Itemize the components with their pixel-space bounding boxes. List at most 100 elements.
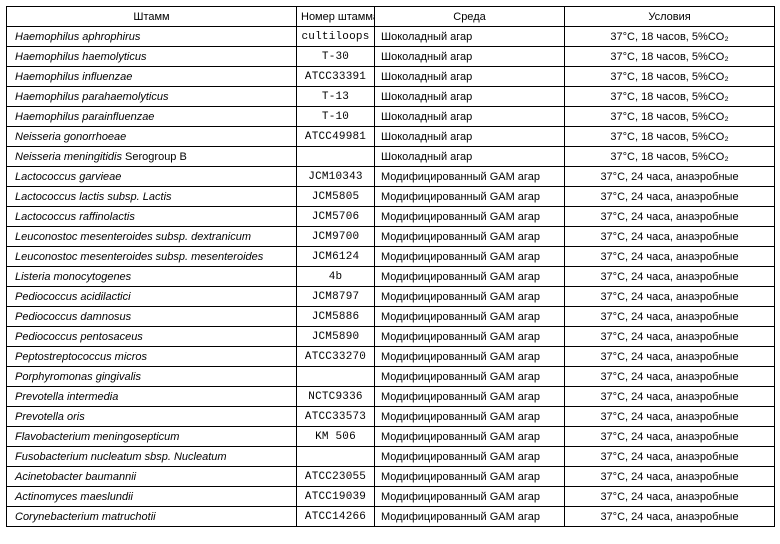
cell-number: JCM9700 (297, 227, 375, 247)
cell-strain: Acinetobacter baumannii (7, 467, 297, 487)
cell-strain: Neisseria gonorrhoeae (7, 127, 297, 147)
table-row: Haemophilus haemolyticusT-30Шоколадный а… (7, 47, 775, 67)
cell-strain: Prevotella oris (7, 407, 297, 427)
table-header-row: Штамм Номер штамма Среда Условия (7, 7, 775, 27)
cell-strain: Pediococcus pentosaceus (7, 327, 297, 347)
table-row: Lactococcus lactis subsp. LactisJCM5805М… (7, 187, 775, 207)
cell-medium: Модифицированный GAM агар (375, 267, 565, 287)
table-row: Actinomyces maeslundiiATCC19039Модифицир… (7, 487, 775, 507)
table-row: Porphyromonas gingivalis Модифицированный… (7, 367, 775, 387)
table-row: Flavobacterium meningosepticumKM 506Моди… (7, 427, 775, 447)
cell-number: cultiloops (297, 27, 375, 47)
table-row: Neisseria gonorrhoeaeATCC49981Шоколадный… (7, 127, 775, 147)
cell-number: JCM10343 (297, 167, 375, 187)
cell-number: T-13 (297, 87, 375, 107)
cell-cond: 37°C, 24 часа, анаэробные (565, 367, 775, 387)
cell-strain: Pediococcus damnosus (7, 307, 297, 327)
cell-cond: 37°C, 18 часов, 5%CO₂ (565, 127, 775, 147)
cell-number (297, 147, 375, 167)
table-row: Pediococcus damnosusJCM5886Модифицирован… (7, 307, 775, 327)
cell-cond: 37°C, 24 часа, анаэробные (565, 267, 775, 287)
table-row: Lactococcus raffinolactisJCM5706Модифици… (7, 207, 775, 227)
cell-strain: Prevotella intermedia (7, 387, 297, 407)
table-row: Haemophilus parahaemolyticusT-13Шоколадн… (7, 87, 775, 107)
cell-strain: Corynebacterium matruchotii (7, 507, 297, 527)
cell-cond: 37°C, 24 часа, анаэробные (565, 447, 775, 467)
cell-cond: 37°C, 24 часа, анаэробные (565, 287, 775, 307)
cell-cond: 37°C, 24 часа, анаэробные (565, 327, 775, 347)
cell-number: ATCC33270 (297, 347, 375, 367)
cell-medium: Модифицированный GAM агар (375, 407, 565, 427)
cell-number: T-30 (297, 47, 375, 67)
cell-cond: 37°C, 18 часов, 5%CO₂ (565, 87, 775, 107)
cell-medium: Модифицированный GAM агар (375, 387, 565, 407)
cell-cond: 37°C, 24 часа, анаэробные (565, 307, 775, 327)
cell-medium: Модифицированный GAM агар (375, 487, 565, 507)
cell-number: ATCC33391 (297, 67, 375, 87)
cell-medium: Модифицированный GAM агар (375, 227, 565, 247)
table-row: Listeria monocytogenes4bМодифицированный… (7, 267, 775, 287)
cell-strain: Leuconostoc mesenteroides subsp. mesente… (7, 247, 297, 267)
table-row: Leuconostoc mesenteroides subsp. mesente… (7, 247, 775, 267)
cell-strain: Flavobacterium meningosepticum (7, 427, 297, 447)
cell-number: ATCC49981 (297, 127, 375, 147)
cell-cond: 37°C, 18 часов, 5%CO₂ (565, 147, 775, 167)
table-row: Corynebacterium matruchotiiATCC14266Моди… (7, 507, 775, 527)
cell-strain: Actinomyces maeslundii (7, 487, 297, 507)
cell-medium: Модифицированный GAM агар (375, 347, 565, 367)
cell-medium: Шоколадный агар (375, 27, 565, 47)
table-row: Peptostreptococcus microsATCC33270Модифи… (7, 347, 775, 367)
cell-cond: 37°C, 24 часа, анаэробные (565, 227, 775, 247)
cell-strain: Peptostreptococcus micros (7, 347, 297, 367)
strain-table: Штамм Номер штамма Среда Условия Haemoph… (6, 6, 775, 527)
cell-medium: Шоколадный агар (375, 67, 565, 87)
cell-strain: Neisseria meningitidis Serogroup B (7, 147, 297, 167)
cell-medium: Модифицированный GAM агар (375, 167, 565, 187)
cell-medium: Модифицированный GAM агар (375, 287, 565, 307)
cell-number: 4b (297, 267, 375, 287)
table-row: Acinetobacter baumanniiATCC23055Модифици… (7, 467, 775, 487)
cell-medium: Шоколадный агар (375, 47, 565, 67)
cell-strain: Porphyromonas gingivalis (7, 367, 297, 387)
cell-cond: 37°C, 24 часа, анаэробные (565, 427, 775, 447)
cell-number: KM 506 (297, 427, 375, 447)
cell-medium: Модифицированный GAM агар (375, 247, 565, 267)
cell-cond: 37°C, 24 часа, анаэробные (565, 407, 775, 427)
cell-cond: 37°C, 24 часа, анаэробные (565, 467, 775, 487)
cell-strain: Haemophilus parahaemolyticus (7, 87, 297, 107)
cell-cond: 37°C, 24 часа, анаэробные (565, 187, 775, 207)
cell-strain: Lactococcus lactis subsp. Lactis (7, 187, 297, 207)
col-header-number: Номер штамма (297, 7, 375, 27)
col-header-cond: Условия (565, 7, 775, 27)
cell-medium: Модифицированный GAM агар (375, 447, 565, 467)
cell-number (297, 367, 375, 387)
cell-medium: Шоколадный агар (375, 147, 565, 167)
cell-cond: 37°C, 24 часа, анаэробные (565, 207, 775, 227)
table-row: Pediococcus pentosaceusJCM5890Модифициро… (7, 327, 775, 347)
cell-number: NCTC9336 (297, 387, 375, 407)
table-row: Leuconostoc mesenteroides subsp. dextran… (7, 227, 775, 247)
cell-cond: 37°C, 24 часа, анаэробные (565, 347, 775, 367)
table-row: Prevotella orisATCC33573Модифицированный… (7, 407, 775, 427)
table-row: Pediococcus acidilacticiJCM8797Модифицир… (7, 287, 775, 307)
cell-number: JCM5706 (297, 207, 375, 227)
cell-cond: 37°C, 18 часов, 5%CO₂ (565, 107, 775, 127)
cell-number: ATCC33573 (297, 407, 375, 427)
cell-cond: 37°C, 18 часов, 5%CO₂ (565, 47, 775, 67)
cell-medium: Модифицированный GAM агар (375, 207, 565, 227)
cell-medium: Модифицированный GAM агар (375, 367, 565, 387)
cell-medium: Модифицированный GAM агар (375, 427, 565, 447)
cell-medium: Модифицированный GAM агар (375, 467, 565, 487)
cell-medium: Модифицированный GAM агар (375, 327, 565, 347)
cell-number: JCM5886 (297, 307, 375, 327)
cell-number (297, 447, 375, 467)
cell-strain: Haemophilus haemolyticus (7, 47, 297, 67)
col-header-medium: Среда (375, 7, 565, 27)
cell-number: JCM8797 (297, 287, 375, 307)
cell-number: JCM5805 (297, 187, 375, 207)
cell-cond: 37°C, 24 часа, анаэробные (565, 487, 775, 507)
cell-medium: Модифицированный GAM агар (375, 187, 565, 207)
cell-strain: Lactococcus garvieae (7, 167, 297, 187)
cell-strain: Lactococcus raffinolactis (7, 207, 297, 227)
col-header-strain: Штамм (7, 7, 297, 27)
